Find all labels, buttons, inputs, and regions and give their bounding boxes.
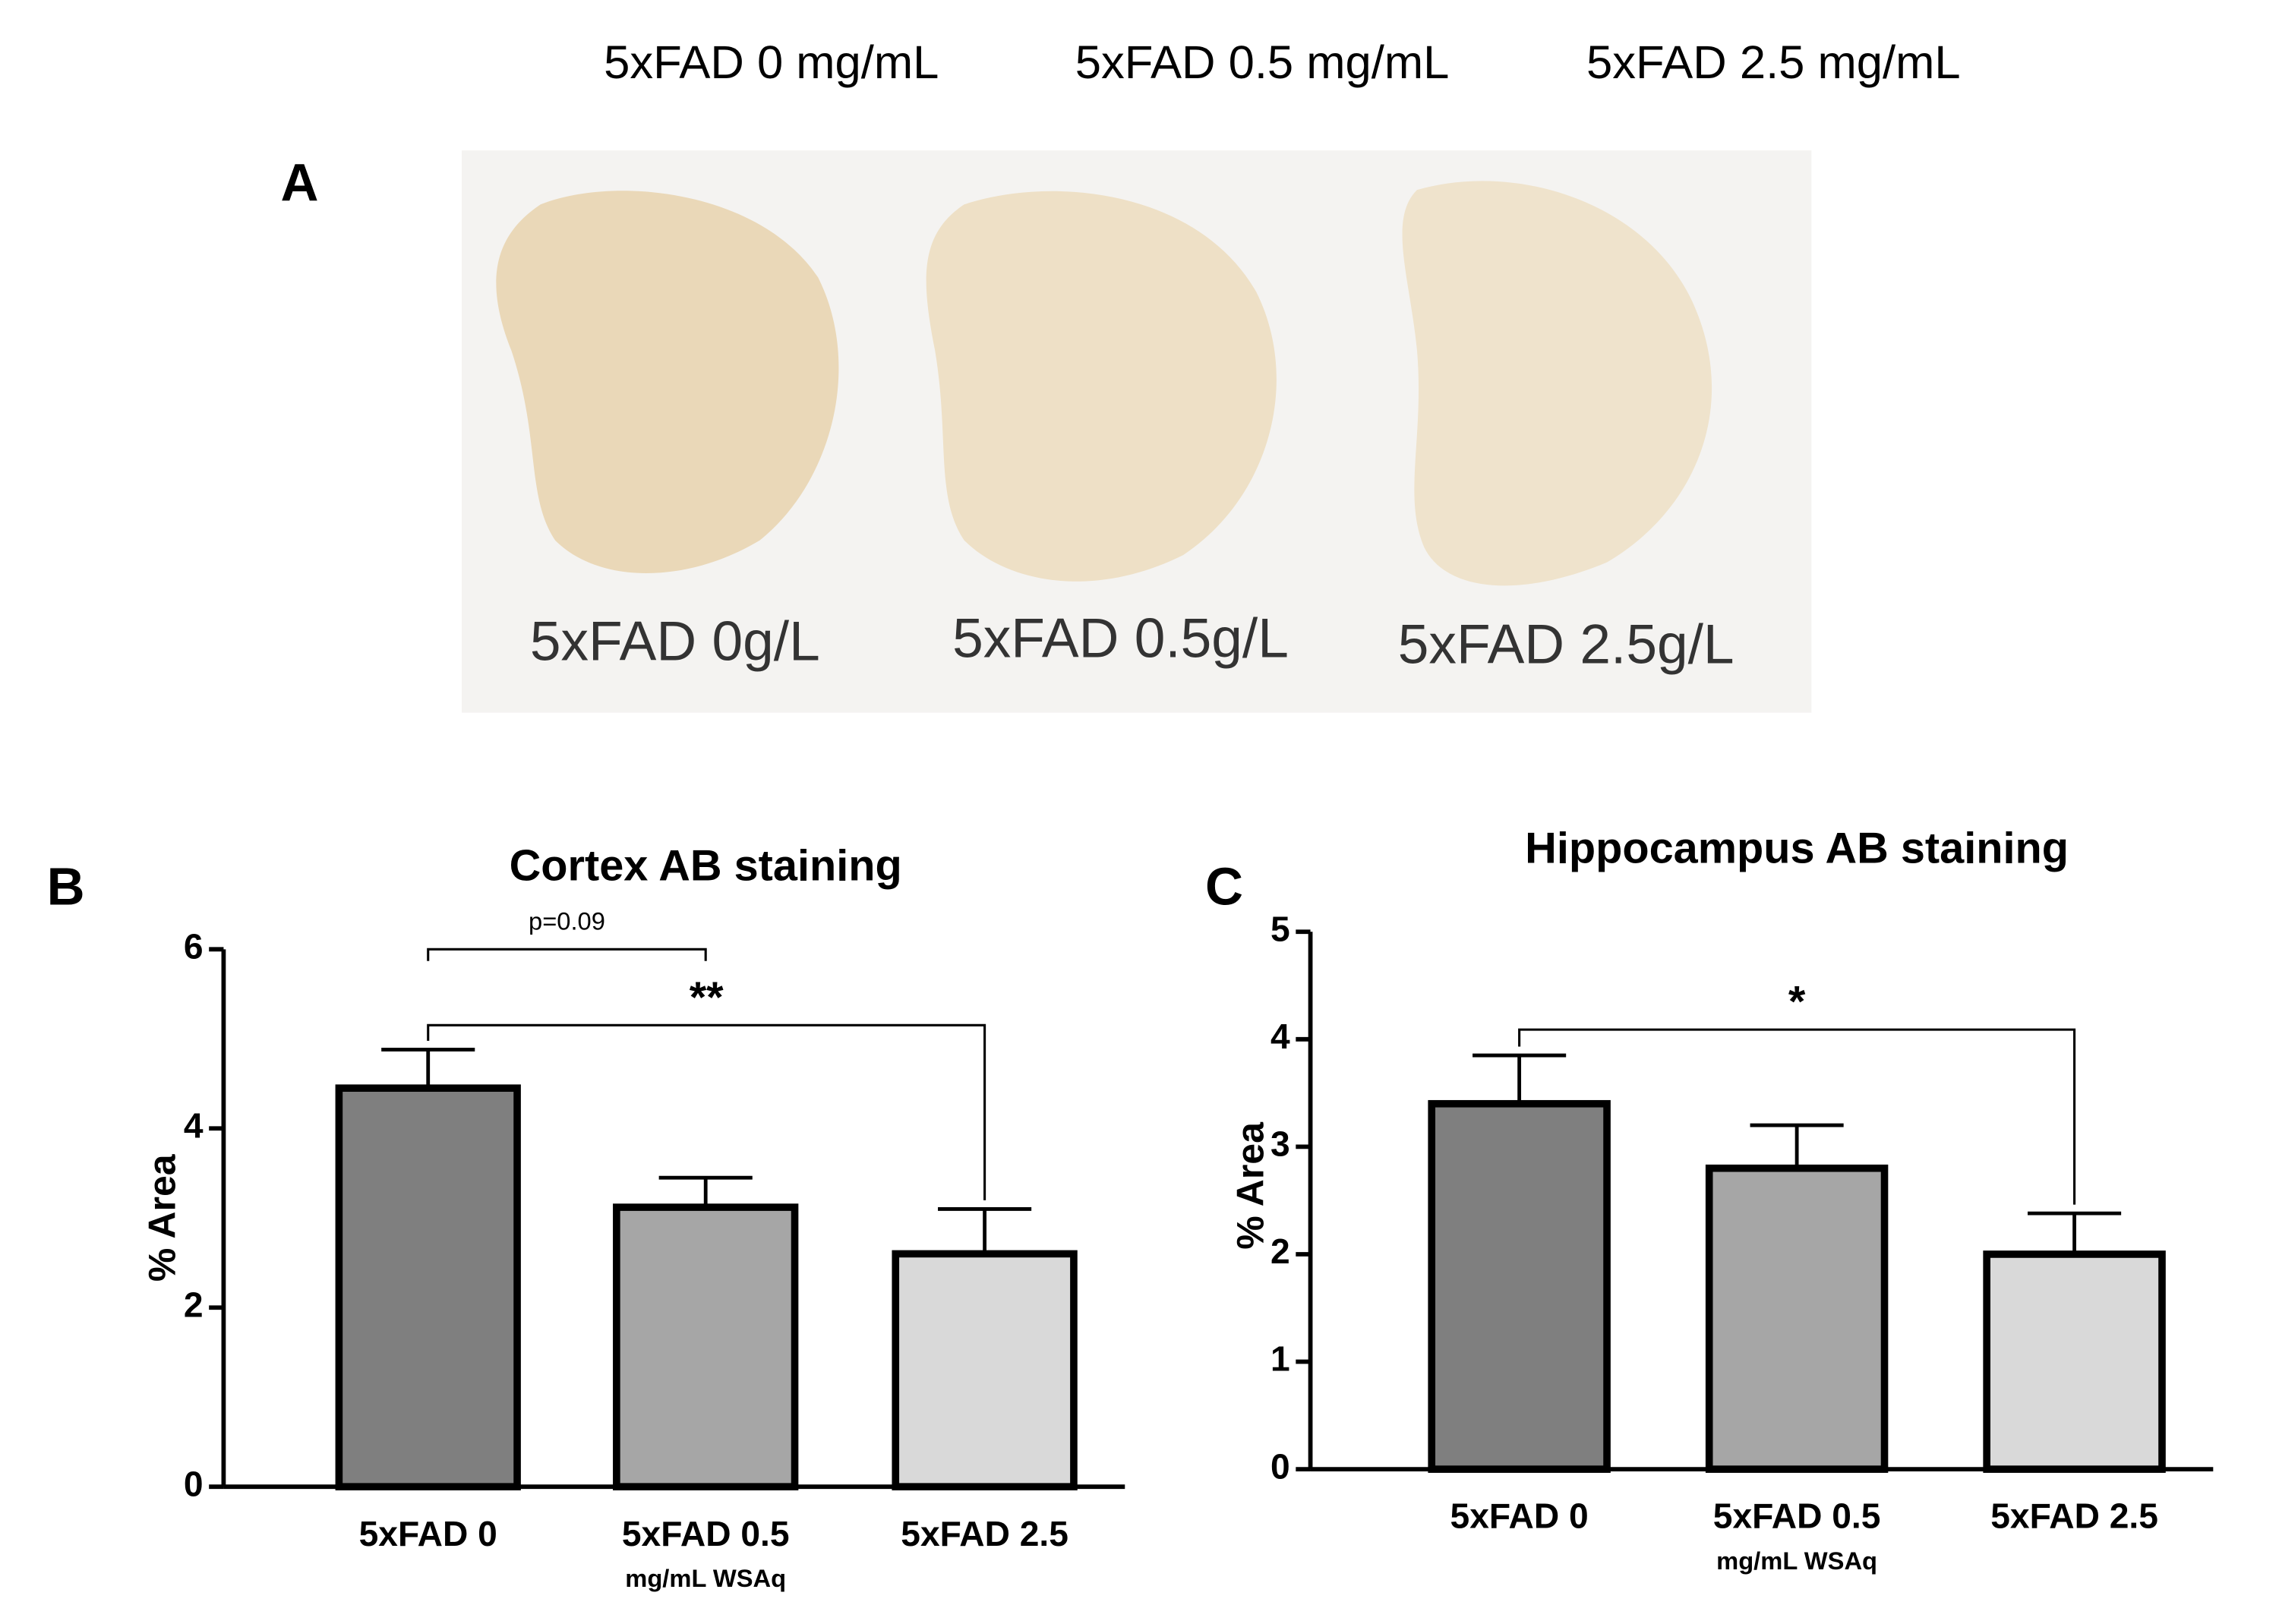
chart-title: Cortex AB staining [510, 842, 902, 891]
x-tick-label: 5xFAD 0 [1450, 1496, 1589, 1536]
error-bar [658, 1175, 753, 1208]
y-tick-label: 2 [1270, 1231, 1290, 1271]
x-tick-label: 5xFAD 0.5 [1713, 1496, 1881, 1536]
x-tick-label: 5xFAD 2.5 [1990, 1496, 2158, 1536]
error-bar [381, 1048, 475, 1089]
error-bar [938, 1207, 1032, 1254]
bar [892, 1250, 1078, 1490]
x-tick-label: 5xFAD 0 [359, 1514, 497, 1553]
micrograph: 5xFAD 0g/L 5xFAD 0.5g/L 5xFAD 2.5g/L [461, 150, 1812, 713]
y-tick-label: 1 [1270, 1339, 1290, 1379]
y-tick-label: 3 [1270, 1124, 1290, 1164]
y-tick-label: 5 [1270, 909, 1290, 948]
y-axis-label: % Area [1229, 1121, 1272, 1250]
image-label: 5xFAD 0g/L [530, 611, 820, 673]
y-tick-label: 0 [184, 1464, 204, 1503]
x-tick-label: 5xFAD 0.5 [622, 1514, 790, 1553]
panel-label: B [47, 857, 85, 916]
error-bar [1473, 1053, 1567, 1104]
brain-section [496, 191, 839, 573]
y-tick-label: 6 [184, 927, 204, 967]
error-bar [2028, 1211, 2122, 1254]
bar [1428, 1099, 1611, 1473]
bar [1983, 1250, 2166, 1473]
header: 5xFAD 0.5 mg/mL [1075, 36, 1450, 89]
significance-label: ** [690, 973, 724, 1022]
y-tick-label: 2 [184, 1285, 204, 1324]
error-bar [1750, 1123, 1844, 1168]
significance-bracket [1518, 1028, 2076, 1205]
image-label: 5xFAD 2.5g/L [1398, 613, 1735, 675]
panel-label: C [1205, 857, 1243, 916]
y-tick-label: 4 [184, 1105, 204, 1145]
significance-label: p=0.09 [529, 907, 605, 935]
brain-section [926, 191, 1277, 582]
y-tick-label: 4 [1270, 1017, 1290, 1056]
header: 5xFAD 2.5 mg/mL [1586, 36, 1961, 89]
panel-label: A [280, 153, 318, 213]
bar [613, 1203, 799, 1490]
brain-section [1402, 181, 1712, 586]
bar [1705, 1164, 1889, 1473]
y-tick-label: 0 [1270, 1446, 1290, 1486]
image-label: 5xFAD 0.5g/L [952, 608, 1289, 670]
x-axis-label: mg/mL WSAq [1716, 1547, 1877, 1575]
x-tick-label: 5xFAD 2.5 [901, 1514, 1068, 1553]
chart-title: Hippocampus AB staining [1525, 825, 2069, 873]
significance-label: * [1788, 978, 1806, 1026]
header: 5xFAD 0 mg/mL [604, 36, 939, 89]
significance-bracket [427, 948, 707, 961]
significance-bracket [427, 1023, 986, 1200]
bar [335, 1084, 521, 1490]
x-axis-label: mg/mL WSAq [625, 1564, 786, 1592]
y-axis-label: % Area [141, 1153, 184, 1282]
